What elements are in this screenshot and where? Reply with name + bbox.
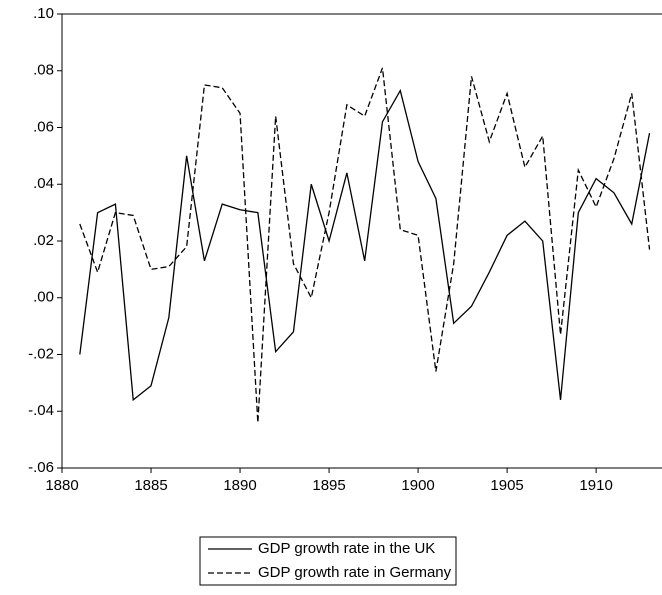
series-line — [79, 67, 651, 423]
x-tick-label: 1890 — [223, 477, 256, 494]
y-tick-label: .00 — [33, 289, 54, 306]
x-tick-label: 1900 — [401, 477, 434, 494]
y-tick-label: .10 — [33, 5, 54, 22]
legend-label: GDP growth rate in the UK — [258, 540, 435, 557]
plot-area — [79, 67, 651, 423]
x-tick-label: 1910 — [579, 477, 612, 494]
series-line — [79, 88, 651, 402]
y-tick-label: .06 — [33, 118, 54, 135]
x-tick-label: 1885 — [134, 477, 167, 494]
y-tick-label: -.02 — [28, 345, 54, 362]
y-tick-label: -.04 — [28, 402, 54, 419]
legend-box — [199, 536, 457, 586]
y-tick-label: .02 — [33, 232, 54, 249]
x-tick-label: 1880 — [45, 477, 78, 494]
x-tick-label: 1905 — [490, 477, 523, 494]
y-tick-label: .04 — [33, 175, 54, 192]
x-tick-label: 1895 — [312, 477, 345, 494]
legend-label: GDP growth rate in Germany — [258, 564, 452, 581]
y-tick-label: .08 — [33, 62, 54, 79]
plot-frame — [61, 13, 662, 469]
y-tick-label: -.06 — [28, 459, 54, 476]
